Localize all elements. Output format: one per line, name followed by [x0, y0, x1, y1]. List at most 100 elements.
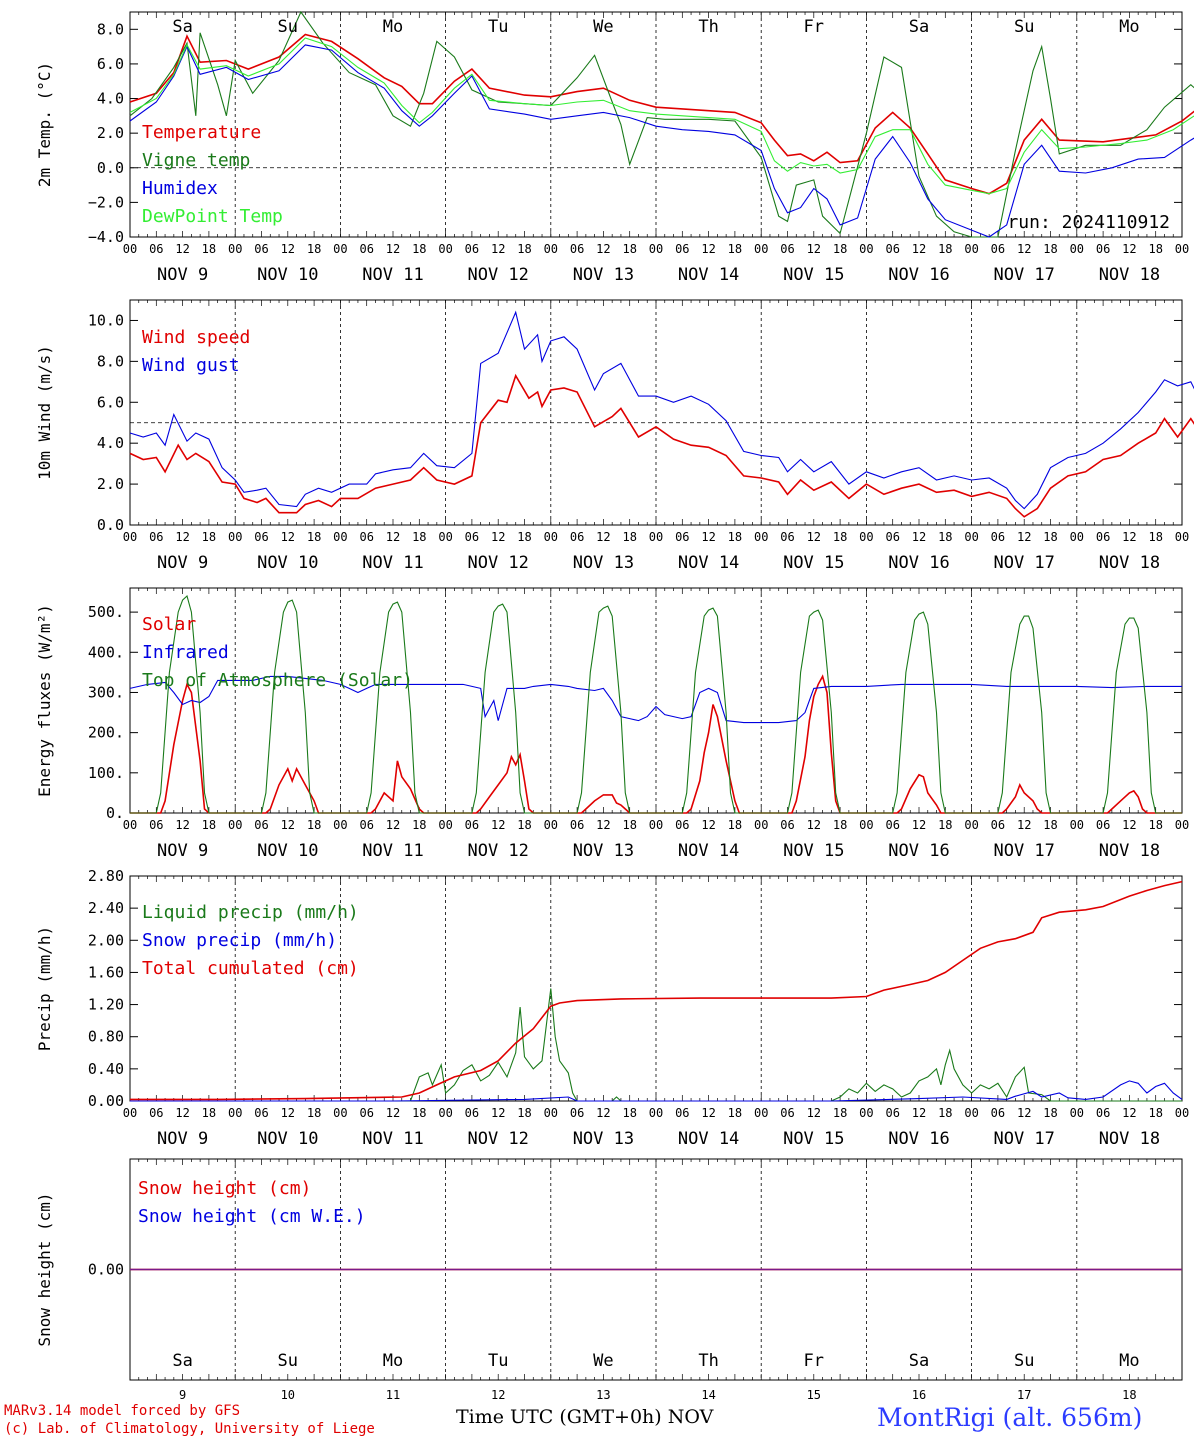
- hour-tick-label: 06: [885, 1106, 899, 1120]
- date-label: NOV 13: [573, 1129, 634, 1149]
- hour-tick-label: 12: [491, 242, 505, 256]
- hour-tick-label: 06: [1096, 1106, 1110, 1120]
- y-tick-label: 2.80: [88, 867, 124, 885]
- y-tick-label: 100.: [88, 764, 124, 782]
- hour-tick-label: 12: [1017, 530, 1031, 544]
- hour-tick-label: 00: [333, 530, 347, 544]
- hour-tick-label: 12: [175, 818, 189, 832]
- day-of-week-label: Mo: [383, 1351, 403, 1371]
- hour-tick-label: 12: [701, 1106, 715, 1120]
- day-of-week-label: Th: [698, 1351, 718, 1371]
- legend-entry: DewPoint Temp: [142, 206, 283, 227]
- hour-tick-label: 18: [1043, 530, 1057, 544]
- series-line: [130, 1080, 1183, 1102]
- y-axis-label: Precip (mm/h): [35, 926, 54, 1051]
- y-tick-label: 8.0: [97, 20, 124, 38]
- day-of-week-label: Sa: [909, 1351, 929, 1371]
- day-number-label: 14: [701, 1388, 715, 1402]
- hour-tick-label: 18: [728, 1106, 742, 1120]
- day-number-label: 17: [1017, 1388, 1031, 1402]
- day-number-label: 18: [1122, 1388, 1136, 1402]
- hour-tick-label: 18: [622, 242, 636, 256]
- hour-tick-label: 00: [1175, 818, 1189, 832]
- hour-tick-label: 00: [754, 818, 768, 832]
- hour-tick-label: 18: [517, 818, 531, 832]
- hour-tick-label: 00: [649, 1106, 663, 1120]
- panel-4: 2.80 2.40 2.00 1.60 1.20 0.80 0.40 0.00 Precip (…: [35, 867, 1189, 1149]
- hour-tick-label: 00: [1070, 818, 1084, 832]
- hour-tick-label: 12: [912, 242, 926, 256]
- hour-tick-label: 06: [359, 818, 373, 832]
- date-label: NOV 18: [1099, 553, 1160, 573]
- hour-tick-label: 06: [149, 818, 163, 832]
- series-line: [130, 674, 1182, 814]
- hour-tick-label: 12: [491, 1106, 505, 1120]
- date-label: NOV 17: [993, 553, 1054, 573]
- day-of-week-label: Tu: [488, 1351, 508, 1371]
- hour-tick-label: 06: [780, 530, 794, 544]
- hour-tick-label: 06: [359, 530, 373, 544]
- hour-tick-label: 12: [281, 818, 295, 832]
- hour-tick-label: 06: [780, 1106, 794, 1120]
- hour-tick-label: 00: [333, 1106, 347, 1120]
- legend-entry: Top of Atmosphere (Solar): [142, 670, 413, 691]
- hour-tick-label: 06: [885, 818, 899, 832]
- date-label: NOV 9: [157, 841, 208, 861]
- hour-tick-label: 06: [1096, 242, 1110, 256]
- y-tick-label: 0.0: [97, 159, 124, 177]
- hour-tick-label: 00: [1175, 242, 1189, 256]
- y-tick-label: 0.80: [88, 1028, 124, 1046]
- series-line: [129, 44, 1194, 238]
- hour-tick-label: 06: [465, 818, 479, 832]
- hour-tick-label: 00: [123, 818, 137, 832]
- hour-tick-label: 00: [754, 242, 768, 256]
- hour-tick-label: 12: [596, 818, 610, 832]
- y-tick-label: 1.20: [88, 996, 124, 1014]
- date-label: NOV 15: [783, 265, 844, 285]
- hour-tick-label: 00: [649, 242, 663, 256]
- hour-tick-label: 12: [1122, 530, 1136, 544]
- date-label: NOV 16: [888, 553, 949, 573]
- station-name: MontRigi (alt. 656m): [877, 1403, 1143, 1432]
- date-label: NOV 14: [678, 841, 739, 861]
- day-of-week-label: Mo: [1119, 17, 1139, 37]
- series-line: [129, 310, 1194, 510]
- hour-tick-label: 00: [544, 530, 558, 544]
- date-label: NOV 15: [783, 841, 844, 861]
- day-of-week-label: Su: [1014, 17, 1034, 37]
- date-label: NOV 9: [157, 1129, 208, 1149]
- hour-tick-label: 06: [254, 530, 268, 544]
- hour-tick-label: 00: [964, 242, 978, 256]
- y-tick-label: −2.0: [88, 193, 124, 211]
- y-tick-label: 0.0: [97, 516, 124, 534]
- day-of-week-label: Tu: [488, 17, 508, 37]
- hour-tick-label: 00: [228, 242, 242, 256]
- hour-tick-label: 12: [912, 1106, 926, 1120]
- hour-tick-label: 12: [491, 530, 505, 544]
- hour-tick-label: 00: [438, 242, 452, 256]
- date-label: NOV 14: [678, 553, 739, 573]
- panel-2: 10.0 8.0 6.0 4.0 2.0 0.0 10m Wind (m/s) Wind sp…: [35, 299, 1194, 573]
- hour-tick-label: 06: [1096, 818, 1110, 832]
- hour-tick-label: 18: [307, 1106, 321, 1120]
- date-label: NOV 17: [993, 265, 1054, 285]
- hour-tick-label: 06: [465, 530, 479, 544]
- hour-tick-label: 00: [1175, 530, 1189, 544]
- hour-tick-label: 06: [675, 818, 689, 832]
- hour-tick-label: 18: [1148, 818, 1162, 832]
- x-axis-title: Time UTC (GMT+0h) NOV: [456, 1406, 714, 1428]
- hour-tick-label: 06: [991, 1106, 1005, 1120]
- day-of-week-label: Mo: [383, 17, 403, 37]
- hour-tick-label: 12: [281, 530, 295, 544]
- legend-entry: Temperature: [142, 122, 261, 143]
- hour-tick-label: 18: [728, 818, 742, 832]
- date-label: NOV 13: [573, 841, 634, 861]
- hour-tick-label: 06: [254, 242, 268, 256]
- date-label: NOV 12: [467, 265, 528, 285]
- legend-entry: Wind speed: [142, 327, 250, 348]
- hour-tick-label: 18: [833, 530, 847, 544]
- hour-tick-label: 06: [885, 530, 899, 544]
- hour-tick-label: 18: [1043, 1106, 1057, 1120]
- date-label: NOV 11: [362, 841, 423, 861]
